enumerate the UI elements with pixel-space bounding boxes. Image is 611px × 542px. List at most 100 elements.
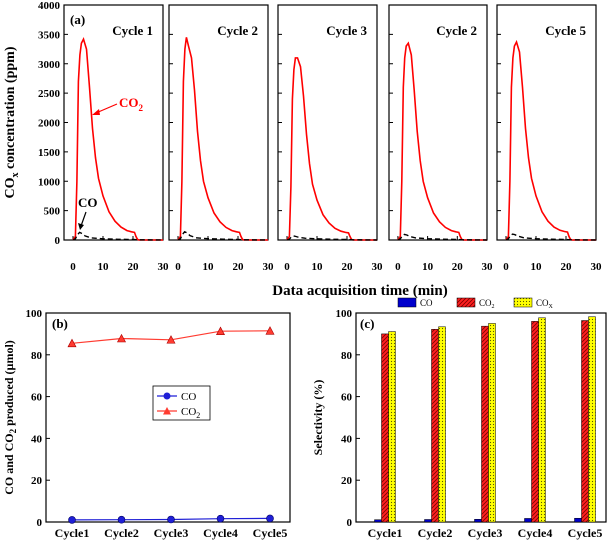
legend-marker: [163, 392, 171, 400]
legend-label-main: CO: [181, 406, 196, 418]
bar-series-0: [524, 518, 532, 523]
panel-label: (b): [52, 316, 68, 331]
x-tick-label: Cycle3: [154, 526, 189, 540]
data-point-co2: [265, 326, 275, 335]
co2-arrow-head: [92, 109, 100, 115]
x-tick-label: Cycle1: [55, 526, 90, 540]
y-axis-label-sub: x: [10, 173, 21, 178]
legend-swatch: [513, 297, 533, 308]
subplot-title: Cycle 1: [112, 23, 153, 38]
legend-label: CO2: [479, 298, 495, 310]
x-tick-label: Cycle4: [203, 526, 238, 540]
y-tick-label: 60: [341, 392, 353, 404]
x-tick-label: 20: [233, 261, 245, 273]
x-tick-label: 20: [128, 261, 140, 273]
x-tick-label: 0: [284, 261, 290, 273]
y-tick-label: 2500: [38, 88, 61, 100]
data-point-co: [167, 515, 175, 524]
panel-c: 0 20 40 60 80 100 Cycle1 Cycle2 Cycle3 Cycle4 Cycl…: [311, 297, 607, 540]
co2-annotation-sub: 2: [139, 103, 144, 113]
plot-frame: [45, 312, 291, 523]
y-tick-label: 80: [31, 350, 43, 362]
bar-series-2: [588, 316, 596, 523]
co2-annotation: CO2: [119, 95, 144, 113]
y-axis-label-part: produced (µmol): [2, 340, 16, 429]
x-tick-label: Cycle5: [568, 526, 603, 540]
y-axis-label: COx concentration (ppm): [3, 46, 21, 198]
co2-line: [505, 39, 596, 241]
subplot-cycle-4: 0 10 20 30 Cycle 2: [388, 4, 494, 273]
co-arrow-head: [78, 223, 84, 230]
x-tick-label: 30: [482, 261, 494, 273]
bar-series-1: [431, 329, 439, 523]
subplot-frame: [496, 4, 597, 241]
bar-series-2: [538, 317, 546, 523]
legend-label: CO: [181, 391, 196, 403]
x-tick-label: Cycle2: [104, 526, 139, 540]
bar-series-1: [381, 333, 389, 523]
y-tick-label: 0: [55, 235, 61, 247]
x-tick-label: 0: [175, 261, 181, 273]
x-tick-label: 30: [263, 261, 275, 273]
x-tick-label: 20: [452, 261, 464, 273]
bar-series-2: [438, 326, 446, 523]
subplot-frame: [277, 4, 378, 241]
y-tick-label: 3500: [38, 29, 61, 41]
co2-annotation-main: CO: [119, 95, 139, 110]
legend-label-main: CO: [420, 298, 433, 308]
data-point-co2: [166, 335, 176, 344]
legend-label: CO2: [181, 406, 200, 420]
co-annotation: CO: [78, 195, 98, 210]
x-tick-label: 10: [422, 261, 434, 273]
panel-b: 0 20 40 60 80 100 Cycle1 Cycle2 Cycle3 Cycle4 Cycl…: [2, 308, 291, 540]
subplot-frame: [388, 4, 488, 241]
y-tick-label: 60: [31, 392, 43, 404]
subplot-cycle-1: 0 10 20 30 Cycle 1: [63, 4, 170, 273]
y-tick-label: 3000: [38, 59, 61, 71]
x-tick-label: 10: [312, 261, 324, 273]
co2-line: [72, 36, 163, 241]
y-tick-label: 0: [37, 517, 43, 529]
data-point-co2: [216, 326, 225, 335]
co-line: [72, 231, 164, 241]
subplot-title: Cycle 3: [326, 23, 367, 38]
x-tick-label: 30: [372, 261, 384, 273]
subplot-cycle-2: 0 10 20 30 Cycle 2: [168, 4, 275, 273]
legend-label: CO: [420, 298, 433, 308]
x-tick-label: Cycle1: [368, 526, 403, 540]
bar-series-1: [481, 325, 489, 523]
legend-label-main: CO: [479, 298, 492, 308]
x-tick-label: Cycle4: [518, 526, 553, 540]
legend-swatch: [456, 297, 476, 308]
legend-box: [152, 385, 211, 421]
data-point-co: [68, 516, 76, 524]
co-line: [286, 235, 378, 241]
subplot-cycle-5: 0 10 20 30 Cycle 5: [496, 4, 603, 273]
y-tick-label: 100: [26, 308, 43, 320]
bar-series-1: [531, 321, 539, 523]
x-tick-label: 0: [395, 261, 401, 273]
y-tick-label: 40: [341, 433, 353, 445]
x-axis-label: Data acquisition time (min): [272, 283, 447, 299]
y-tick-label: 0: [347, 517, 353, 529]
x-tick-label: 20: [561, 261, 573, 273]
x-tick-label: 20: [342, 261, 354, 273]
co2-line: [286, 57, 377, 241]
data-point-co: [117, 515, 126, 524]
y-tick-label: 500: [44, 206, 61, 218]
subplot-frame: [63, 4, 164, 241]
x-tick-label: 30: [158, 261, 170, 273]
y-axis-label-sub: 2: [8, 428, 18, 433]
data-point-co: [266, 514, 274, 523]
legend-label-sub: 2: [196, 411, 200, 420]
bar-series-0: [574, 517, 582, 523]
x-tick-label: 10: [203, 261, 215, 273]
data-point-co: [216, 514, 225, 523]
x-tick-label: 30: [591, 261, 603, 273]
panel-label: (c): [360, 316, 374, 331]
bar-series-2: [488, 323, 496, 523]
subplot-title: Cycle 5: [545, 23, 586, 38]
y-tick-label: 80: [341, 350, 353, 362]
